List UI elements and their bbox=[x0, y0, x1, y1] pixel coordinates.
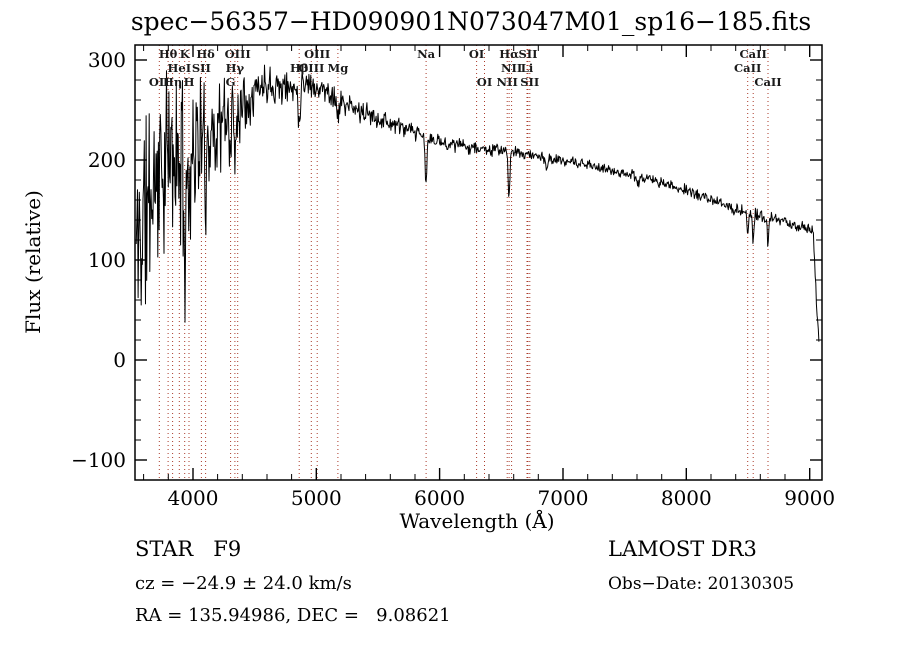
spectral-line-label: CaII bbox=[754, 75, 781, 89]
x-tick-label: 6000 bbox=[414, 486, 465, 510]
spectral-line-label: HeI bbox=[168, 61, 192, 75]
x-tick-label: 8000 bbox=[661, 486, 712, 510]
tick-labels-group: 4000 5000 6000 7000 8000 9000 −100 0 100 200 300 bbox=[71, 48, 835, 510]
spectral-line-label: SII bbox=[192, 61, 211, 75]
spectral-line-label: K bbox=[180, 47, 191, 61]
y-tick-label: −100 bbox=[71, 448, 126, 472]
x-tick-label: 4000 bbox=[168, 486, 219, 510]
y-tick-label: 0 bbox=[113, 348, 126, 372]
y-tick-label: 100 bbox=[88, 248, 126, 272]
spectrum-trace bbox=[135, 64, 820, 342]
spectral-line-label: SII bbox=[518, 47, 537, 61]
plot-title: spec−56357−HD090901N073047M01_sp16−185.f… bbox=[131, 7, 811, 36]
spectral-line-label: OIII bbox=[304, 47, 330, 61]
spectral-line-label: Hβ bbox=[290, 61, 309, 75]
y-tick-label: 300 bbox=[88, 48, 126, 72]
spectral-line-label: Hθ bbox=[159, 47, 178, 61]
spectral-line-label: OIII bbox=[298, 61, 324, 75]
spectral-line-label: Hγ bbox=[226, 61, 245, 75]
spectral-line-label: CaII bbox=[740, 47, 767, 61]
spectral-line-label: SII bbox=[520, 75, 539, 89]
spectral-line-label: NII bbox=[501, 61, 522, 75]
spectral-line-label: OII bbox=[149, 75, 170, 89]
spectral-line-label: Hα bbox=[499, 47, 519, 61]
spectral-line-label: OIII bbox=[225, 47, 251, 61]
spectral-line-label: Hη bbox=[163, 75, 182, 89]
x-axis-label: Wavelength (Å) bbox=[399, 508, 554, 533]
spectral-line-label: Na bbox=[417, 47, 436, 61]
spectral-line-label: Li bbox=[521, 61, 534, 75]
obs-date-text: Obs−Date: 20130305 bbox=[608, 574, 794, 594]
y-tick-label: 200 bbox=[88, 148, 126, 172]
classification-text: STAR F9 bbox=[135, 537, 241, 561]
y-axis-label: Flux (relative) bbox=[21, 190, 45, 334]
axes-frame-group bbox=[134, 44, 823, 481]
axis-frame bbox=[134, 44, 823, 481]
spectral-line-label: OI bbox=[469, 47, 484, 61]
survey-text: LAMOST DR3 bbox=[608, 537, 757, 561]
spectral-line-label: Hδ bbox=[196, 47, 215, 61]
spectral-line-label: Mg bbox=[328, 61, 349, 75]
spectral-line-label: H bbox=[184, 75, 195, 89]
x-tick-label: 5000 bbox=[291, 486, 342, 510]
spectral-line-label: OI bbox=[477, 75, 492, 89]
cz-text: cz = −24.9 ± 24.0 km/s bbox=[135, 573, 352, 594]
x-tick-label: 9000 bbox=[784, 486, 835, 510]
coords-text: RA = 135.94986, DEC = 9.08621 bbox=[135, 605, 451, 626]
spectral-line-label: CaII bbox=[734, 61, 761, 75]
spectral-line-label: G bbox=[226, 75, 236, 89]
spectrum-trace-group bbox=[135, 64, 820, 342]
spectral-line-label: NII bbox=[497, 75, 518, 89]
x-tick-label: 7000 bbox=[538, 486, 589, 510]
